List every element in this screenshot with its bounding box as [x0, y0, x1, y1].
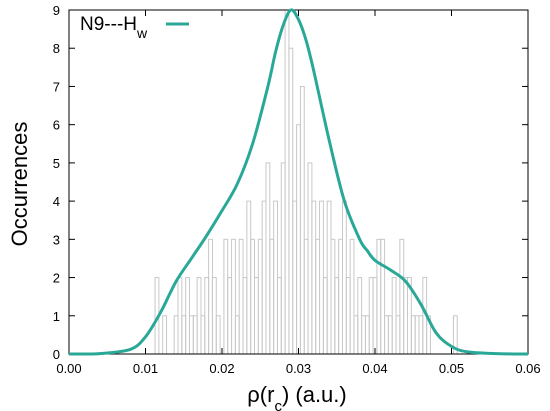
histogram-bar: [173, 315, 179, 355]
x-tick-label: 0.01: [133, 361, 158, 376]
histogram-bar: [196, 277, 202, 355]
density-curve-layer: [68, 8, 529, 356]
histogram-bar: [319, 200, 324, 355]
y-tick-label: 2: [53, 271, 60, 286]
histogram-bar: [372, 277, 378, 355]
histogram-bar: [403, 277, 409, 355]
histogram-bar: [391, 277, 397, 355]
histogram-bar: [418, 315, 424, 355]
histogram-bar: [330, 238, 336, 355]
histogram-bar: [410, 315, 416, 355]
histogram-bar: [334, 277, 340, 355]
histogram-bar: [315, 238, 321, 355]
y-tick-label: 6: [53, 118, 60, 133]
histogram-bar: [384, 315, 389, 355]
histogram-bar: [414, 315, 420, 355]
legend-label: N9---Hw: [80, 14, 148, 41]
histogram-bar: [368, 277, 374, 355]
histogram-bar: [257, 238, 263, 355]
histogram-bar: [261, 200, 267, 355]
histogram-bar: [338, 238, 343, 355]
x-axis-title: ρ(rc) (a.u.): [247, 382, 346, 411]
histogram-bar: [299, 85, 305, 355]
y-tick-label: 5: [53, 156, 60, 171]
histogram-bar: [185, 277, 190, 355]
histogram-bar: [303, 238, 309, 355]
histogram-bar: [223, 238, 229, 355]
histogram-bar: [322, 277, 328, 355]
x-tick-label: 0.05: [439, 361, 464, 376]
histogram-bar: [326, 200, 332, 355]
histogram-bar: [284, 9, 290, 355]
histogram-bar: [399, 238, 405, 355]
histogram-bar: [208, 238, 213, 355]
histogram-bar: [162, 315, 168, 355]
y-tick-labels: 0 1 2 3 4 5 6 7 8 9: [53, 3, 60, 362]
histogram-bar: [273, 200, 278, 355]
x-tick-label: 0.00: [56, 361, 81, 376]
y-tick-label: 9: [53, 3, 60, 18]
y-tick-label: 1: [53, 309, 60, 324]
y-axis-title: Occurrences: [7, 122, 32, 247]
histogram-bar: [376, 238, 382, 355]
y-tick-label: 3: [53, 232, 60, 247]
x-tick-label: 0.02: [209, 361, 234, 376]
y-tick-label: 0: [53, 347, 60, 362]
histogram-bar: [307, 162, 313, 355]
histogram-bar: [177, 277, 183, 355]
histogram-bar: [188, 315, 194, 355]
histogram-bar: [395, 315, 401, 355]
histogram-bar: [200, 315, 206, 355]
histogram-bar: [387, 315, 393, 355]
histogram-bar: [192, 315, 198, 355]
histogram-bar: [211, 277, 217, 355]
x-tick-label: 0.06: [515, 361, 540, 376]
y-tick-label: 8: [53, 41, 60, 56]
histogram-bar: [288, 47, 294, 355]
histogram-bar: [357, 277, 363, 355]
histogram-bar: [349, 238, 355, 355]
histogram-bar: [341, 200, 347, 355]
histogram-bar: [311, 200, 317, 355]
plot-border: [68, 9, 529, 355]
histogram-bar: [269, 238, 275, 355]
histogram-bar: [296, 124, 301, 355]
histogram-bar: [380, 238, 386, 355]
histogram-bar: [361, 315, 366, 355]
histogram-bar: [215, 315, 221, 355]
histogram-bar: [265, 162, 271, 355]
x-tick-labels: 0.00 0.01 0.02 0.03 0.04 0.05 0.06: [56, 361, 540, 376]
histogram-bar: [364, 315, 370, 355]
histogram-bar: [231, 238, 236, 355]
histogram-bar: [276, 277, 282, 355]
histogram-bar: [238, 238, 244, 355]
histogram-bar: [227, 277, 233, 355]
x-tick-label: 0.03: [286, 361, 311, 376]
histogram-bar: [353, 315, 359, 355]
legend: N9---Hw: [80, 14, 189, 41]
histogram-bar: [246, 200, 252, 355]
histogram-bar: [181, 315, 187, 355]
histogram-bars: [154, 9, 458, 355]
histogram-bar: [345, 277, 351, 355]
histogram-bar: [254, 277, 259, 355]
plot-frame: [68, 9, 529, 355]
density-curve: [68, 8, 529, 356]
histogram-bar: [242, 277, 248, 355]
x-tick-label: 0.04: [362, 361, 387, 376]
y-tick-label: 7: [53, 79, 60, 94]
histogram-bar: [250, 238, 256, 355]
y-tick-label: 4: [53, 194, 60, 209]
histogram-bar: [234, 315, 240, 355]
histogram-bar: [292, 200, 298, 355]
histogram-bar: [280, 162, 286, 355]
histogram-bar: [204, 277, 210, 355]
